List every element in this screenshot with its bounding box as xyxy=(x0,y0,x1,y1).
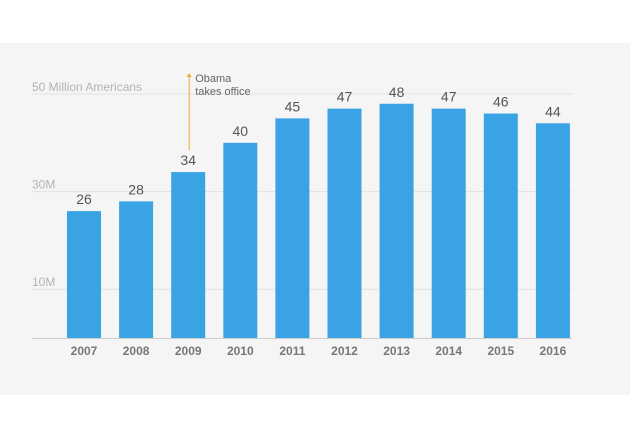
bar xyxy=(67,211,101,338)
annotation-arrowhead xyxy=(186,73,192,77)
x-tick-label: 2015 xyxy=(487,344,514,358)
bar-value-label: 34 xyxy=(180,152,196,168)
bar-value-label: 46 xyxy=(493,94,509,110)
annotation-text-line-2: takes office xyxy=(195,86,250,98)
y-tick-label: 50 Million Americans xyxy=(32,80,142,94)
x-tick-label: 2011 xyxy=(279,344,305,358)
bars: 26 28 34 40 45 47 48 47 46 44 xyxy=(67,84,570,339)
bar xyxy=(223,142,258,338)
bar xyxy=(275,118,310,339)
x-tick-label: 2010 xyxy=(227,344,254,358)
x-tick-label: 2012 xyxy=(331,344,358,358)
chart-panel xyxy=(0,43,630,395)
bar-value-label: 48 xyxy=(389,84,405,100)
y-tick-label: 10M xyxy=(32,275,55,289)
x-tick-label: 2009 xyxy=(175,344,202,358)
x-tick-label: 2007 xyxy=(71,344,98,358)
x-tick-label: 2008 xyxy=(123,344,150,358)
bar-value-label: 28 xyxy=(128,181,144,197)
bar-value-label: 47 xyxy=(337,89,353,105)
bar xyxy=(171,172,206,338)
bar xyxy=(379,103,414,338)
x-axis-category-labels: 2007 2008 2009 2010 2011 2012 2013 2014 2015 2016 xyxy=(71,344,567,358)
bar xyxy=(483,113,518,339)
bar xyxy=(431,108,466,338)
bar xyxy=(535,123,570,338)
y-tick-label: 30M xyxy=(32,178,55,192)
y-axis-tick-labels: 10M 30M 50 Million Americans xyxy=(32,80,142,289)
bar-value-label: 40 xyxy=(233,123,249,139)
bar-value-label: 45 xyxy=(285,98,301,114)
bar xyxy=(327,108,362,338)
annotation: Obama takes office xyxy=(186,73,251,150)
x-tick-label: 2014 xyxy=(435,344,462,358)
bar-value-label: 26 xyxy=(76,191,92,207)
annotation-text-line-1: Obama xyxy=(195,73,232,85)
bar-value-label: 44 xyxy=(545,103,561,119)
bar-value-label: 47 xyxy=(441,89,457,105)
bar xyxy=(119,201,154,338)
x-tick-label: 2013 xyxy=(383,344,410,358)
x-tick-label: 2016 xyxy=(540,344,567,358)
